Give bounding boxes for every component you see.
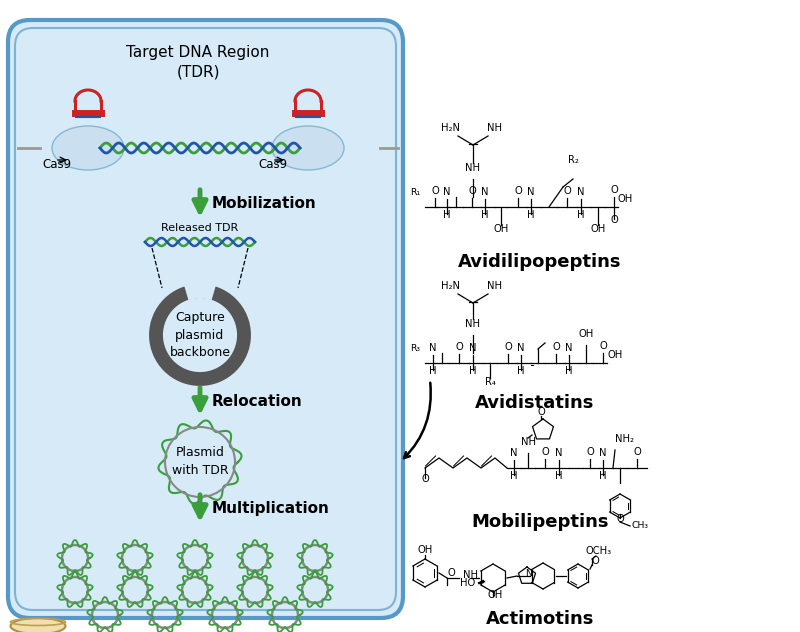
Text: N: N (599, 448, 606, 458)
Text: H: H (510, 471, 518, 481)
Text: H: H (578, 210, 585, 220)
Text: O: O (537, 407, 545, 417)
Text: R₃: R₃ (410, 344, 420, 353)
Text: N: N (526, 569, 533, 578)
Text: O: O (616, 514, 624, 524)
Text: O: O (421, 474, 429, 484)
Text: Cas9: Cas9 (42, 157, 71, 171)
Text: O: O (447, 568, 455, 578)
Text: H: H (443, 210, 450, 220)
Text: O: O (552, 342, 560, 352)
Text: OH: OH (618, 194, 634, 204)
Text: N: N (443, 187, 450, 197)
Text: OCH₃: OCH₃ (586, 546, 612, 556)
Text: Target DNA Region
(TDR): Target DNA Region (TDR) (126, 45, 270, 80)
Text: H: H (555, 471, 562, 481)
Text: O: O (610, 215, 618, 225)
Text: H: H (470, 366, 477, 376)
Text: NH: NH (521, 437, 535, 447)
Text: Mobilization: Mobilization (212, 196, 317, 211)
Text: H: H (527, 210, 534, 220)
Text: H: H (482, 210, 489, 220)
Text: H: H (518, 366, 525, 376)
Text: Multiplication: Multiplication (212, 501, 330, 516)
Text: CH₃: CH₃ (632, 521, 649, 530)
Text: N: N (518, 343, 525, 353)
Ellipse shape (52, 126, 124, 170)
Text: NH: NH (466, 319, 481, 329)
Text: Mobilipeptins: Mobilipeptins (471, 513, 609, 531)
Text: O: O (633, 447, 641, 457)
Text: NH: NH (487, 281, 502, 291)
Text: NH₂: NH₂ (615, 434, 634, 444)
Text: O: O (586, 447, 594, 457)
Text: O: O (431, 186, 439, 196)
Text: H: H (430, 366, 437, 376)
Text: N: N (566, 343, 573, 353)
Text: Actimotins: Actimotins (486, 610, 594, 628)
Text: H₂N: H₂N (442, 281, 461, 291)
Text: O: O (599, 341, 607, 351)
Text: OH: OH (607, 350, 622, 360)
Ellipse shape (272, 126, 344, 170)
Text: Capture
plasmid
backbone: Capture plasmid backbone (170, 310, 230, 360)
Text: Avidilipopeptins: Avidilipopeptins (458, 253, 622, 271)
Text: O: O (541, 447, 549, 457)
Text: O: O (514, 186, 522, 196)
Text: O: O (592, 556, 600, 566)
Text: Released TDR: Released TDR (162, 223, 238, 233)
Text: N: N (430, 343, 437, 353)
Text: NH: NH (466, 163, 481, 173)
Text: N: N (527, 187, 534, 197)
Bar (408, 0, 800, 632)
Text: O: O (468, 186, 476, 196)
FancyBboxPatch shape (8, 20, 403, 618)
Ellipse shape (10, 618, 66, 632)
Text: N: N (555, 448, 562, 458)
Text: N: N (482, 187, 489, 197)
Text: R₄: R₄ (485, 377, 495, 387)
Text: NH: NH (487, 123, 502, 133)
Text: N: N (470, 343, 477, 353)
Text: OH: OH (578, 329, 594, 339)
Text: Cas9: Cas9 (258, 157, 287, 171)
Text: Avidistatins: Avidistatins (475, 394, 594, 412)
Text: OH: OH (494, 224, 509, 234)
Text: OH: OH (590, 224, 606, 234)
Text: H: H (599, 471, 606, 481)
Text: Plasmid
with TDR: Plasmid with TDR (172, 446, 228, 478)
Text: NH: NH (463, 570, 478, 580)
Text: R₂: R₂ (567, 155, 578, 165)
Text: N: N (510, 448, 518, 458)
Text: H: H (566, 366, 573, 376)
Text: Relocation: Relocation (212, 394, 302, 409)
Text: O: O (455, 342, 463, 352)
Text: O: O (610, 185, 618, 195)
Text: OH: OH (418, 545, 433, 555)
Text: N: N (578, 187, 585, 197)
Text: OH: OH (487, 590, 502, 600)
Text: O: O (563, 186, 571, 196)
Text: O: O (504, 342, 512, 352)
Text: R₁: R₁ (410, 188, 420, 197)
Text: H₂N: H₂N (442, 123, 461, 133)
Text: HO: HO (460, 578, 475, 588)
